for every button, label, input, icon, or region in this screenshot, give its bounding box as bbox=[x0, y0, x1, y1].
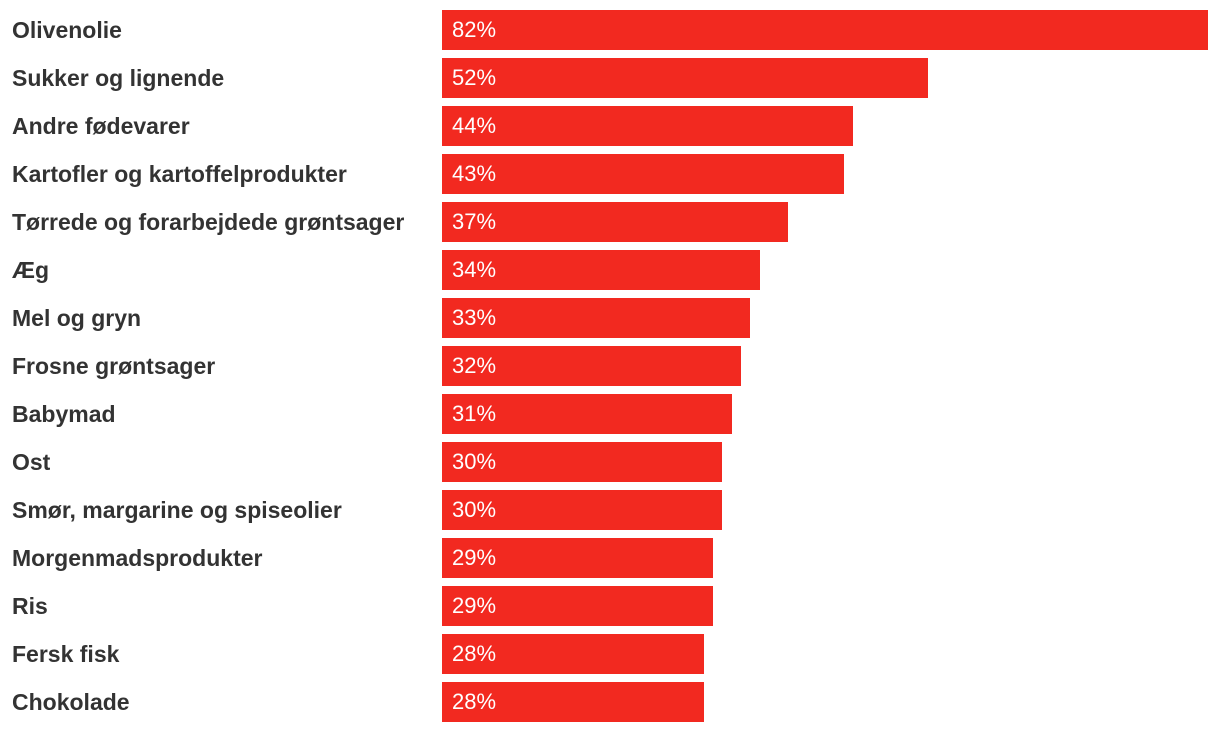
bar-row: Babymad 31% bbox=[0, 394, 1220, 434]
bar-value-label: 30% bbox=[452, 449, 497, 474]
bar bbox=[442, 202, 788, 242]
category-label: Kartofler og kartoffelprodukter bbox=[12, 161, 347, 187]
category-label: Ost bbox=[12, 449, 51, 475]
bar-row: Ris 29% bbox=[0, 586, 1220, 626]
bar-row: Andre fødevarer 44% bbox=[0, 106, 1220, 146]
category-label: Mel og gryn bbox=[12, 305, 142, 331]
bar-row: Frosne grøntsager 32% bbox=[0, 346, 1220, 386]
category-label: Frosne grøntsager bbox=[12, 353, 216, 379]
bar-row: Mel og gryn 33% bbox=[0, 298, 1220, 338]
bar-row: Smør, margarine og spiseolier 30% bbox=[0, 490, 1220, 530]
bar-value-label: 52% bbox=[452, 65, 497, 90]
category-label: Smør, margarine og spiseolier bbox=[12, 497, 342, 523]
bar-value-label: 28% bbox=[452, 689, 497, 714]
bar-value-label: 30% bbox=[452, 497, 497, 522]
bar-value-label: 32% bbox=[452, 353, 497, 378]
bar bbox=[442, 106, 853, 146]
category-label: Morgenmadsprodukter bbox=[12, 545, 263, 571]
bar bbox=[442, 538, 713, 578]
bar-row: Sukker og lignende 52% bbox=[0, 58, 1220, 98]
bar bbox=[442, 10, 1208, 50]
bar bbox=[442, 298, 750, 338]
bar-row: Chokolade 28% bbox=[0, 682, 1220, 722]
category-label: Tørrede og forarbejdede grøntsager bbox=[12, 209, 405, 235]
bar-value-label: 28% bbox=[452, 641, 497, 666]
bar bbox=[442, 346, 741, 386]
bar bbox=[442, 394, 732, 434]
bar-row: Olivenolie 82% bbox=[0, 10, 1220, 50]
category-label: Olivenolie bbox=[12, 17, 122, 43]
category-label: Babymad bbox=[12, 401, 116, 427]
bar bbox=[442, 442, 722, 482]
bar-value-label: 29% bbox=[452, 545, 497, 570]
bar-value-label: 31% bbox=[452, 401, 497, 426]
category-label: Sukker og lignende bbox=[12, 65, 225, 91]
category-label: Andre fødevarer bbox=[12, 113, 190, 139]
bar bbox=[442, 682, 704, 722]
category-label: Chokolade bbox=[12, 689, 130, 715]
bar bbox=[442, 58, 928, 98]
bar-value-label: 29% bbox=[452, 593, 497, 618]
category-label: Fersk fisk bbox=[12, 641, 120, 667]
category-label: Ris bbox=[12, 593, 48, 619]
bar-row: Tørrede og forarbejdede grøntsager 37% bbox=[0, 202, 1220, 242]
bar bbox=[442, 490, 722, 530]
bar-row: Morgenmadsprodukter 29% bbox=[0, 538, 1220, 578]
bar bbox=[442, 250, 760, 290]
bar bbox=[442, 586, 713, 626]
bar-row: Kartofler og kartoffelprodukter 43% bbox=[0, 154, 1220, 194]
bar-value-label: 33% bbox=[452, 305, 497, 330]
bar-row: Fersk fisk 28% bbox=[0, 634, 1220, 674]
bar-row: Ost 30% bbox=[0, 442, 1220, 482]
bar-value-label: 82% bbox=[452, 17, 497, 42]
bar bbox=[442, 634, 704, 674]
bar-value-label: 34% bbox=[452, 257, 497, 282]
bar-value-label: 37% bbox=[452, 209, 497, 234]
bar-value-label: 44% bbox=[452, 113, 497, 138]
bar-row: Æg 34% bbox=[0, 250, 1220, 290]
category-label: Æg bbox=[12, 257, 50, 283]
bar bbox=[442, 154, 844, 194]
bar-value-label: 43% bbox=[452, 161, 497, 186]
